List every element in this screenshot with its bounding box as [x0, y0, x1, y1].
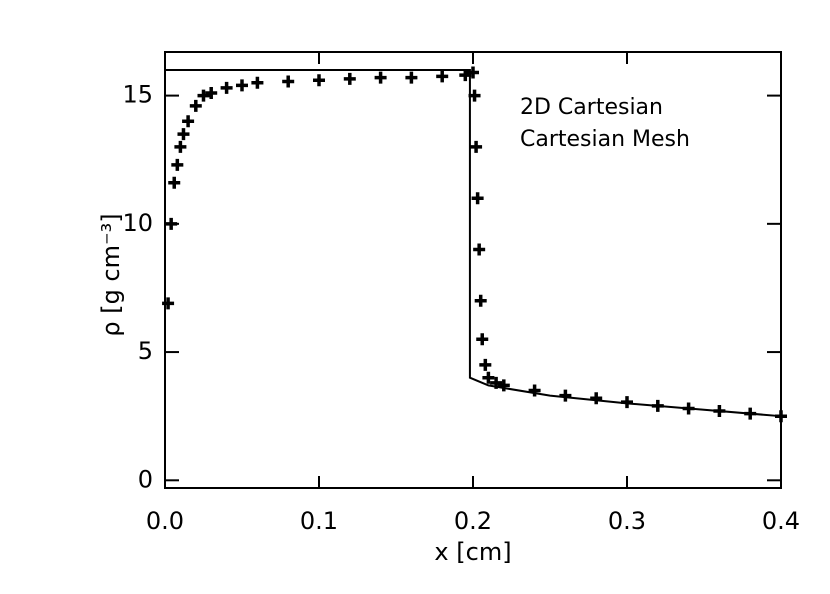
line-series — [165, 68, 782, 418]
plus-marker — [775, 410, 787, 423]
plus-marker — [313, 74, 325, 87]
plus-marker — [682, 402, 695, 415]
plus-marker — [436, 70, 449, 83]
plus-marker — [744, 407, 757, 420]
plus-marker — [251, 76, 264, 89]
x-axis-label: x [cm] — [434, 538, 511, 566]
plus-marker — [165, 217, 178, 230]
plus-marker — [482, 371, 495, 384]
x-tick-label: 0.0 — [146, 507, 184, 535]
y-axis-label: ρ [g cm⁻³] — [97, 213, 125, 336]
plus-marker — [168, 176, 181, 189]
plus-marker — [467, 66, 479, 79]
y-tick-label: 15 — [122, 81, 153, 109]
plus-marker — [177, 128, 190, 141]
y-tick-label: 5 — [138, 337, 153, 365]
plus-marker — [171, 158, 184, 171]
plus-marker — [474, 294, 487, 307]
plus-marker — [189, 99, 202, 112]
plus-marker — [343, 72, 356, 85]
y-tick-label: 10 — [122, 209, 153, 237]
plus-marker — [479, 358, 492, 371]
x-tick-label: 0.2 — [454, 507, 492, 535]
plus-marker — [468, 89, 481, 102]
x-tick-label: 0.4 — [762, 507, 800, 535]
plus-marker — [205, 87, 218, 100]
y-tick-label: 0 — [138, 465, 153, 493]
plus-marker — [197, 89, 210, 102]
plus-marker — [405, 71, 418, 84]
plus-marker — [162, 297, 175, 310]
plus-marker — [476, 333, 489, 346]
plot-frame — [164, 51, 782, 489]
plus-marker — [490, 376, 503, 389]
plus-marker — [174, 140, 187, 153]
plus-marker — [459, 69, 472, 82]
plus-marker — [590, 392, 603, 405]
plus-marker — [470, 140, 483, 153]
annotation: 2D Cartesian — [520, 95, 663, 120]
plus-marker — [236, 79, 248, 92]
annotation: Cartesian Mesh — [520, 127, 690, 152]
x-tick-label: 0.3 — [608, 507, 646, 535]
plus-marker — [182, 115, 195, 128]
plus-marker — [713, 405, 726, 418]
plus-marker — [559, 389, 572, 402]
plus-marker — [471, 192, 484, 205]
plus-marker — [374, 71, 387, 84]
plus-marker — [621, 396, 633, 409]
x-tick-label: 0.1 — [300, 507, 338, 535]
plus-marker — [497, 379, 510, 392]
plus-marker — [473, 243, 486, 256]
plus-marker — [282, 75, 295, 88]
plus-marker — [528, 384, 541, 397]
plus-marker — [651, 399, 664, 412]
plus-marker — [220, 81, 233, 94]
